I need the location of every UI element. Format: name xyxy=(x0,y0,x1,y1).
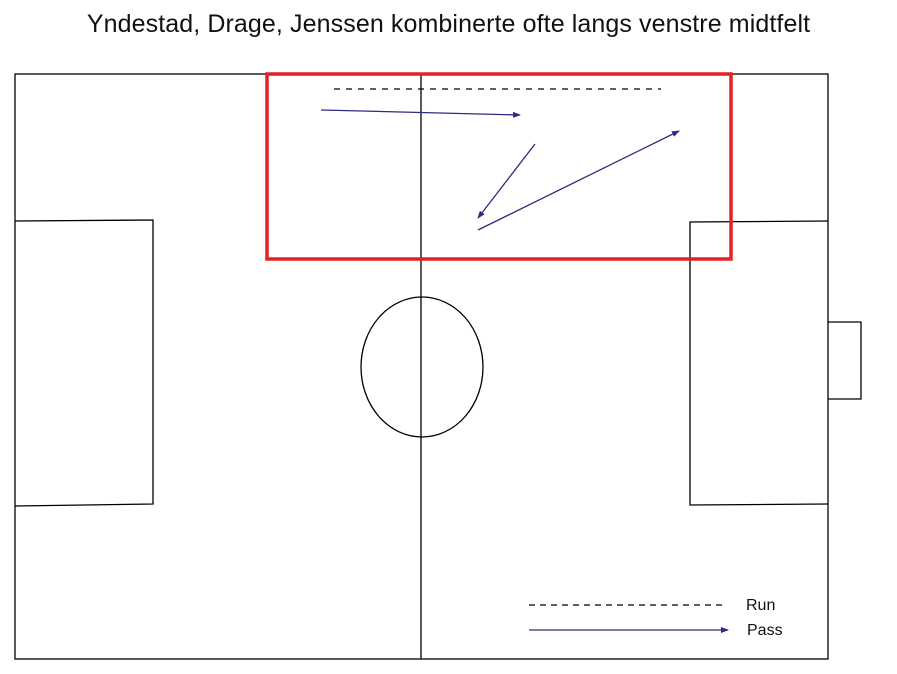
left-penalty-box xyxy=(14,219,154,507)
pass-arrow-2 xyxy=(477,143,536,219)
legend: Run Pass xyxy=(529,597,783,639)
pass-arrow-1 xyxy=(320,109,521,118)
legend-pass-label: Pass xyxy=(747,622,783,639)
highlight-zone xyxy=(265,72,733,261)
centre-circle xyxy=(360,296,484,438)
right-penalty-box xyxy=(689,220,829,506)
right-goal xyxy=(828,321,862,400)
legend-run-label: Run xyxy=(746,597,775,614)
diagram-title: Yndestad, Drage, Jenssen kombinerte ofte… xyxy=(86,10,811,38)
pass-arrow-3 xyxy=(477,130,680,231)
